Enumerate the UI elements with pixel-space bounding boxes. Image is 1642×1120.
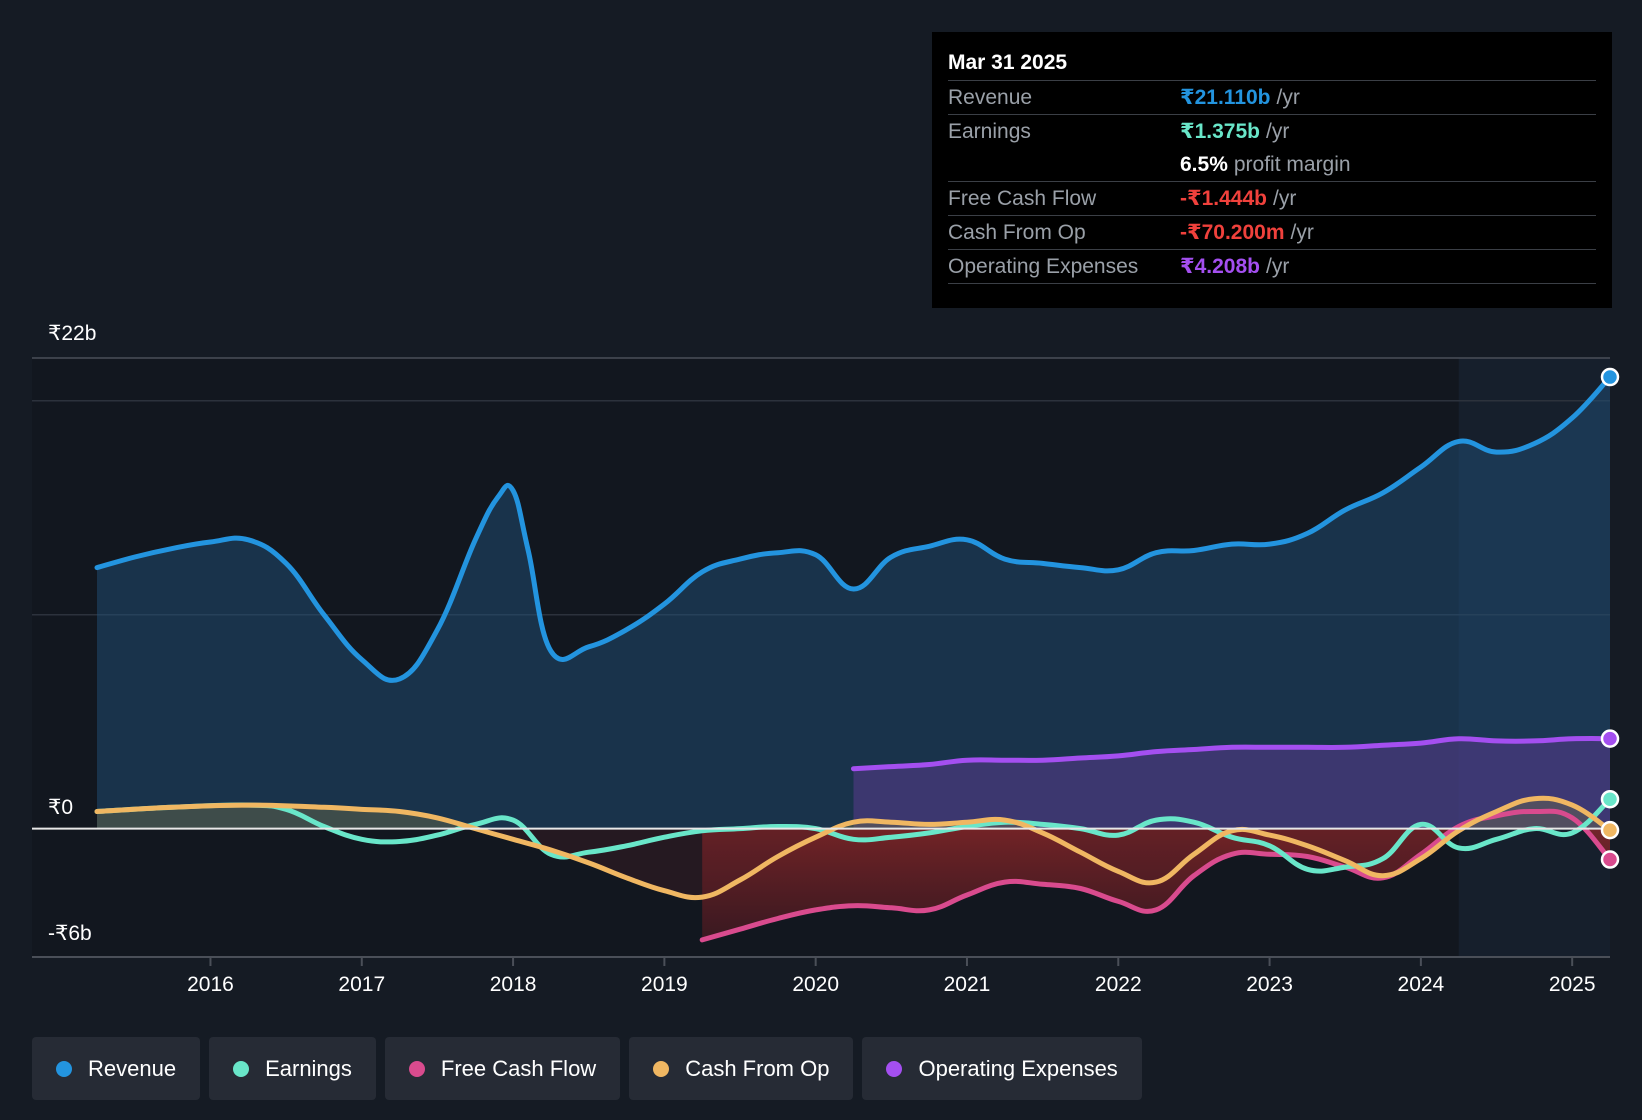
legend-label: Operating Expenses bbox=[918, 1055, 1118, 1081]
x-tick-label: 2024 bbox=[1398, 973, 1445, 996]
tooltip-row-fcf: Free Cash Flow -₹1.444b /yr bbox=[948, 182, 1596, 216]
revenue-area bbox=[97, 377, 1610, 829]
free-cash-flow-dot-icon bbox=[408, 1060, 425, 1077]
legend-label: Cash From Op bbox=[685, 1055, 830, 1081]
legend: Revenue Earnings Free Cash Flow Cash Fro… bbox=[32, 1037, 1151, 1100]
legend-item-revenue[interactable]: Revenue bbox=[32, 1037, 201, 1100]
tooltip-unit: profit margin bbox=[1233, 153, 1351, 176]
tooltip-label: Cash From Op bbox=[948, 221, 1086, 244]
earnings-dot-icon bbox=[233, 1060, 250, 1077]
revenue-endpoint bbox=[1600, 367, 1620, 387]
tooltip-row-opex: Operating Expenses ₹4.208b /yr bbox=[948, 250, 1596, 284]
x-tick-label: 2018 bbox=[490, 973, 537, 996]
revenue-dot-icon bbox=[56, 1060, 72, 1077]
legend-item-earnings[interactable]: Earnings bbox=[209, 1037, 376, 1100]
tooltip-value: -₹1.444b bbox=[1180, 187, 1267, 210]
x-tick-label: 2023 bbox=[1246, 973, 1293, 996]
tooltip-panel: Mar 31 2025 Revenue ₹21.110b /yr Earning… bbox=[932, 32, 1612, 308]
tooltip-date: Mar 31 2025 bbox=[948, 46, 1596, 81]
operating-expenses-dot-icon bbox=[886, 1060, 903, 1077]
tooltip-label bbox=[948, 148, 1180, 181]
chart-canvas: ₹22b ₹0 -₹6b 2016 2017 2018 2019 2020 2021 2022 2… bbox=[32, 322, 1620, 996]
tooltip-unit: /yr bbox=[1290, 221, 1314, 244]
tooltip-label: Operating Expenses bbox=[948, 255, 1139, 278]
legend-item-cash-from-op[interactable]: Cash From Op bbox=[629, 1037, 854, 1100]
x-tick-label: 2020 bbox=[792, 973, 839, 996]
tooltip-value: ₹4.208b bbox=[1180, 255, 1260, 278]
y-tick-label: ₹0 bbox=[48, 796, 73, 819]
tooltip-row-revenue: Revenue ₹21.110b /yr bbox=[948, 81, 1596, 115]
tooltip-row-earnings: Earnings ₹1.375b /yr bbox=[948, 115, 1596, 148]
tooltip-value: ₹1.375b bbox=[1180, 120, 1260, 143]
tooltip-value: 6.5% bbox=[1180, 153, 1228, 176]
revenue-line bbox=[94, 374, 1613, 683]
legend-label: Free Cash Flow bbox=[440, 1055, 597, 1081]
tooltip-unit: /yr bbox=[1276, 86, 1300, 109]
legend-label: Earnings bbox=[265, 1055, 352, 1081]
x-tick-label: 2022 bbox=[1095, 973, 1142, 996]
cfo-line bbox=[94, 795, 1613, 901]
tooltip-label: Earnings bbox=[948, 120, 1031, 143]
x-tick-label: 2021 bbox=[944, 973, 991, 996]
x-tick-label: 2016 bbox=[187, 973, 234, 996]
legend-item-operating-expenses[interactable]: Operating Expenses bbox=[862, 1037, 1142, 1100]
tooltip-value: ₹21.110b bbox=[1180, 86, 1271, 109]
fcf-line bbox=[699, 808, 1613, 943]
x-tick-label: 2017 bbox=[338, 973, 385, 996]
cash-from-op-dot-icon bbox=[653, 1060, 670, 1077]
cfo-endpoint bbox=[1600, 820, 1620, 840]
tooltip-row-cfo: Cash From Op -₹70.200m /yr bbox=[948, 216, 1596, 250]
fcf-endpoint bbox=[1600, 850, 1620, 869]
x-tick-label: 2019 bbox=[641, 973, 688, 996]
y-tick-label: -₹6b bbox=[48, 922, 92, 945]
tooltip-row-margin: 6.5% profit margin bbox=[948, 148, 1596, 182]
earnings-endpoint bbox=[1600, 789, 1620, 809]
earnings-line bbox=[94, 796, 1613, 874]
tooltip-label: Free Cash Flow bbox=[948, 187, 1097, 210]
tooltip-label: Revenue bbox=[948, 86, 1033, 109]
tooltip-unit: /yr bbox=[1266, 120, 1290, 143]
tooltip-unit: /yr bbox=[1272, 187, 1297, 210]
x-tick-label: 2025 bbox=[1549, 973, 1596, 996]
opex-line bbox=[851, 736, 1613, 772]
tooltip-value: -₹70.200m bbox=[1180, 221, 1285, 244]
tooltip-unit: /yr bbox=[1266, 255, 1290, 278]
legend-label: Revenue bbox=[88, 1055, 177, 1081]
y-tick-label: ₹22b bbox=[48, 322, 96, 345]
legend-item-free-cash-flow[interactable]: Free Cash Flow bbox=[384, 1037, 621, 1100]
opex-endpoint bbox=[1600, 729, 1620, 748]
